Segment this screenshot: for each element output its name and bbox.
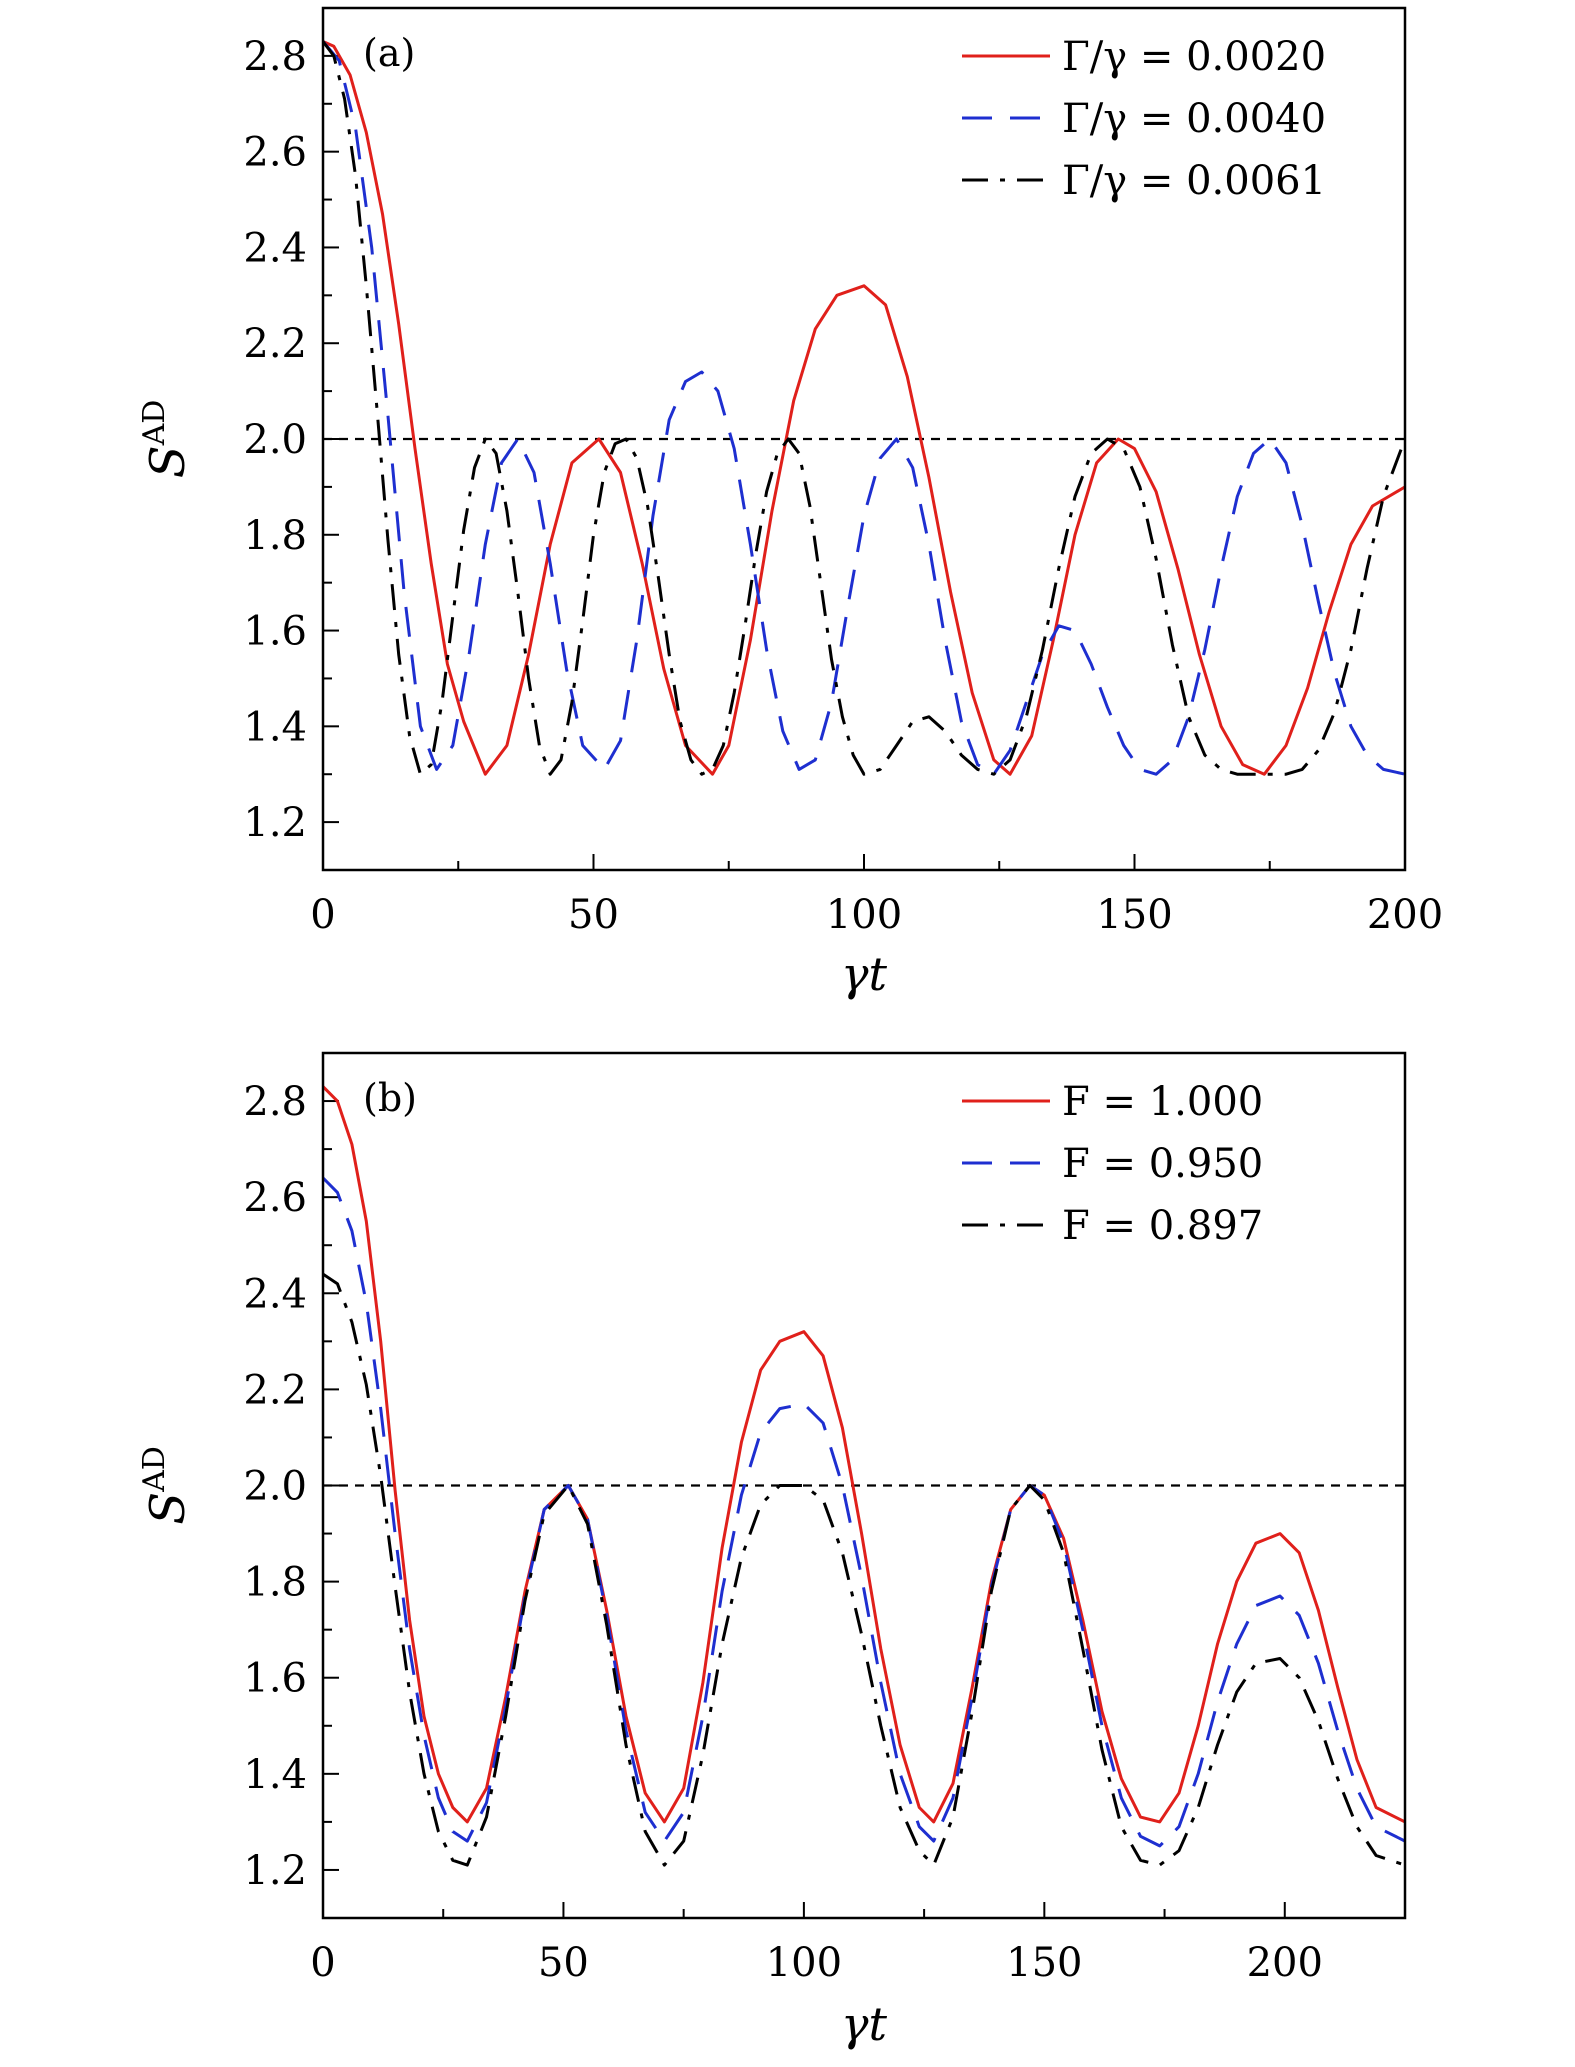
- x-tick-label: 200: [1247, 1940, 1323, 1986]
- y-tick-label: 2.0: [243, 417, 307, 463]
- y-tick-label: 2.2: [243, 321, 307, 367]
- y-tick-label: 1.8: [243, 1560, 307, 1606]
- x-tick-label: 200: [1367, 892, 1443, 938]
- legend-label: F = 0.897: [1062, 1203, 1263, 1249]
- legend-label: F = 0.950: [1062, 1141, 1263, 1187]
- panel-b: 0 50 100 150 200 1.2 1.4 1.6 1.8 2.0 2.2 2.4 2.6 2.8 (…: [137, 1051, 1407, 2051]
- x-tick-label: 0: [310, 1940, 335, 1986]
- series-line-2: [323, 1176, 1405, 1848]
- x-tick-label: 150: [1096, 892, 1172, 938]
- legend-label: Γ/γ = 0.0061: [1062, 158, 1326, 204]
- y-tick-label: 1.2: [243, 800, 307, 846]
- y-tick-label: 2.2: [243, 1367, 307, 1413]
- x-tick-label: 150: [1006, 1940, 1082, 1986]
- y-tick-label: 1.6: [243, 609, 307, 655]
- x-tick-label: 0: [310, 892, 335, 938]
- panel-a: 0 50 100 150 200 1.2 1.4 1.6 1.8 2.0 2.2 2.4 2.6 2.8 (…: [137, 6, 1443, 1001]
- legend-label: F = 1.000: [1062, 1079, 1263, 1125]
- panel-label: (b): [363, 1076, 417, 1120]
- y-tick-label: 1.8: [243, 513, 307, 559]
- y-tick-label: 1.2: [243, 1848, 307, 1894]
- y-tick-label: 1.6: [243, 1656, 307, 1702]
- y-axis-title: SAD: [137, 400, 196, 479]
- y-tick-label: 2.4: [243, 225, 307, 271]
- plot-frame: [321, 6, 1407, 872]
- y-tick-label: 2.8: [243, 34, 307, 80]
- y-tick-label: 2.4: [243, 1271, 307, 1317]
- y-tick-label: 1.4: [243, 1752, 307, 1798]
- plot-frame: [321, 1051, 1407, 1920]
- series-line-2: [323, 40, 1405, 776]
- y-tick-label: 2.8: [243, 1079, 307, 1125]
- x-tick-label: 100: [826, 892, 902, 938]
- x-axis-title: γt: [841, 947, 887, 1001]
- series-line-3: [323, 40, 1405, 776]
- panel-label: (a): [363, 31, 415, 75]
- y-tick-label: 2.6: [243, 130, 307, 176]
- y-tick-label: 2.0: [243, 1464, 307, 1510]
- series-line-1: [323, 1085, 1405, 1824]
- x-tick-label: 50: [538, 1940, 589, 1986]
- legend-label: Γ/γ = 0.0020: [1062, 34, 1326, 80]
- y-axis-title: SAD: [137, 1446, 196, 1525]
- legend-label: Γ/γ = 0.0040: [1062, 96, 1326, 142]
- y-tick-label: 1.4: [243, 704, 307, 750]
- x-axis-title: γt: [841, 1997, 887, 2051]
- series-line-3: [323, 1272, 1405, 1867]
- series-line-1: [323, 40, 1405, 776]
- y-tick-label: 2.6: [243, 1175, 307, 1221]
- x-tick-label: 100: [766, 1940, 842, 1986]
- x-tick-label: 50: [568, 892, 619, 938]
